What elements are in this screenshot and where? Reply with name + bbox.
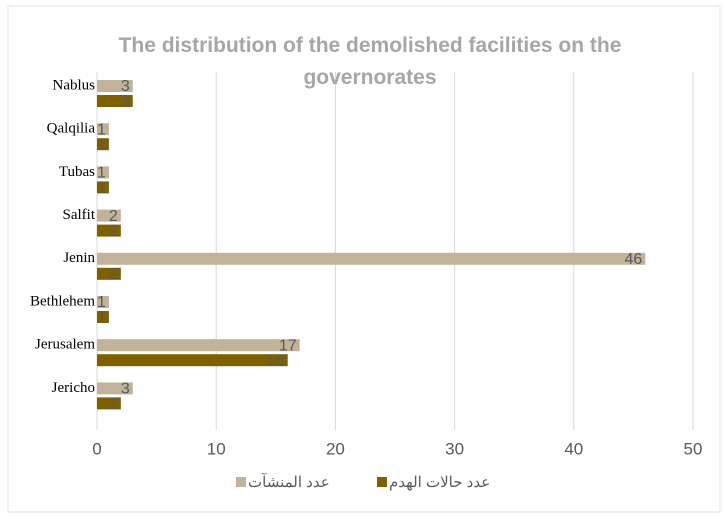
legend-label: عدد حالات الهدم: [389, 474, 490, 491]
bar: [97, 123, 109, 136]
data-label: 1: [97, 121, 106, 138]
y-tick-label: Tubas: [59, 164, 95, 180]
bar: [97, 95, 133, 107]
data-label: 1: [97, 136, 106, 153]
x-tick-label: 10: [207, 439, 226, 458]
bar: [97, 166, 109, 179]
legend-swatch: [377, 477, 387, 487]
data-label: 1: [97, 309, 106, 326]
bar: [97, 252, 646, 265]
data-label: 1: [97, 165, 106, 182]
data-label: 17: [279, 337, 297, 354]
bar: [97, 382, 133, 395]
bar: [97, 296, 109, 308]
legend-label: عدد المنشآت: [248, 473, 330, 491]
y-tick-label: Jerusalem: [35, 337, 95, 353]
y-tick-label: Jenin: [63, 250, 95, 266]
data-label: 2: [109, 396, 118, 413]
chart-title: The distribution of the demolished facil…: [118, 34, 622, 89]
x-tick-label: 30: [445, 439, 464, 458]
bar: [97, 224, 121, 237]
data-label: 3: [121, 381, 130, 398]
y-tick-label: Bethlehem: [30, 293, 95, 309]
data-label: 1: [97, 294, 106, 311]
data-label: 2: [109, 208, 118, 225]
data-label: 3: [121, 93, 130, 110]
chart-frame: [7, 5, 721, 513]
bar: [97, 397, 121, 410]
bar: [97, 311, 109, 323]
data-label: 2: [109, 223, 118, 240]
y-tick-label: Jericho: [52, 380, 95, 396]
bar: [97, 138, 109, 151]
data-label: 1: [97, 180, 106, 197]
bar: [97, 354, 288, 367]
y-tick-label: Qalqilia: [47, 121, 96, 137]
legend-swatch: [236, 477, 246, 487]
bar: [97, 80, 133, 92]
bar: [97, 267, 121, 280]
bar: [97, 209, 121, 222]
bar: [97, 181, 109, 194]
x-tick-label: 0: [92, 439, 101, 458]
y-tick-label: Salfit: [63, 207, 96, 223]
data-label: 16: [267, 352, 285, 369]
bar: [97, 339, 300, 352]
data-label: 2: [109, 266, 118, 283]
x-tick-label: 40: [564, 439, 583, 458]
x-tick-label: 20: [326, 439, 345, 458]
y-tick-label: Nablus: [53, 77, 96, 93]
data-label: 3: [121, 78, 130, 95]
data-label: 46: [625, 251, 643, 268]
x-tick-label: 50: [684, 439, 703, 458]
